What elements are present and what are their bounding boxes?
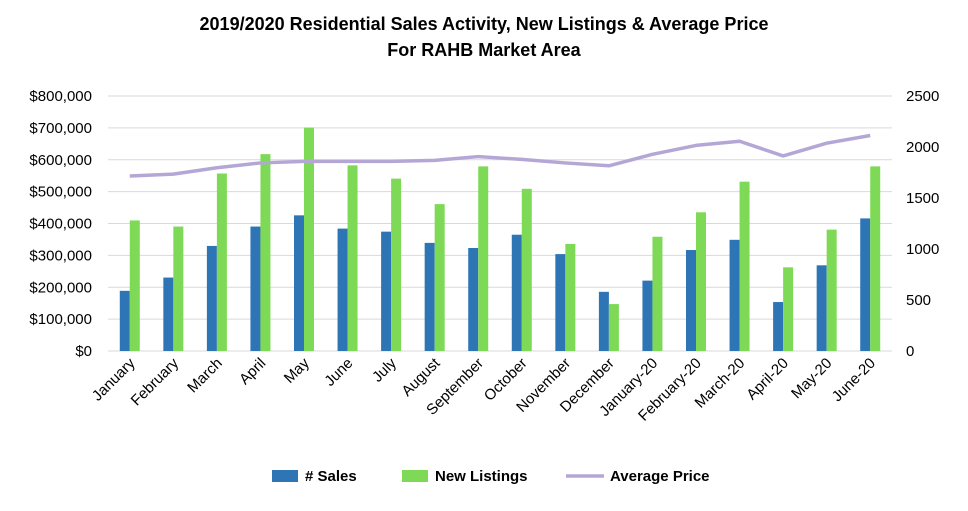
bar-sales [642, 280, 653, 351]
bar-new-listings [696, 212, 706, 351]
bar-sales [860, 218, 871, 351]
bar-sales [250, 226, 261, 351]
y-left-tick-label: $0 [75, 343, 92, 360]
bar-new-listings [608, 304, 619, 351]
legend-label: New Listings [435, 468, 528, 485]
line-average-price [129, 133, 871, 178]
x-category-label: February [128, 354, 183, 409]
y-right-tick-label: 1000 [906, 241, 939, 258]
y-right-tick-label: 500 [906, 292, 931, 309]
legend-swatch [272, 470, 298, 482]
y-left-tick-label: $100,000 [29, 311, 92, 328]
x-category-label: April [236, 355, 269, 388]
bar-new-listings [870, 166, 881, 351]
bar-new-listings [521, 188, 532, 351]
y-left-tick-label: $800,000 [29, 88, 92, 105]
x-category-label: July [369, 354, 400, 385]
bar-sales [816, 265, 827, 351]
bar-sales [206, 245, 217, 351]
bar-new-listings [304, 127, 314, 352]
legend-swatch [402, 470, 428, 482]
chart-title: 2019/2020 Residential Sales Activity, Ne… [199, 14, 769, 34]
y-left-tick-label: $600,000 [29, 152, 92, 169]
bar-sales [337, 228, 348, 351]
bar-new-listings [652, 236, 663, 351]
legend-label: # Sales [305, 468, 357, 485]
bar-new-listings [826, 229, 837, 351]
y-left-tick-label: $400,000 [29, 216, 92, 233]
x-category-label: June-20 [829, 355, 879, 405]
x-category-label: June [321, 355, 356, 390]
bar-sales [773, 302, 784, 351]
bar-new-listings [565, 243, 576, 351]
legend-label: Average Price [610, 468, 710, 485]
bar-new-listings [173, 226, 184, 351]
y-left-tick-label: $200,000 [29, 279, 92, 296]
bar-sales [163, 277, 174, 351]
bar-sales [598, 291, 609, 351]
bar-new-listings [129, 220, 140, 351]
bar-new-listings [783, 267, 794, 351]
bar-new-listings [216, 173, 227, 351]
bar-sales [381, 231, 392, 351]
x-category-label: March [184, 355, 225, 396]
bar-sales [119, 290, 130, 351]
bar-sales [294, 215, 304, 351]
bar-new-listings [739, 181, 750, 351]
x-category-label: May-20 [788, 355, 835, 402]
y-right-tick-label: 2000 [906, 139, 939, 156]
y-left-tick-label: $700,000 [29, 120, 92, 137]
bar-sales [468, 247, 479, 351]
bar-sales [729, 239, 740, 351]
bar-new-listings [434, 204, 445, 351]
bar-sales [511, 234, 522, 351]
bar-sales [555, 254, 566, 351]
bar-new-listings [391, 178, 402, 351]
bar-sales [424, 242, 435, 351]
y-left-tick-label: $300,000 [29, 247, 92, 264]
x-category-label: May [281, 354, 313, 386]
x-category-label: April-20 [743, 355, 792, 404]
y-right-tick-label: 0 [906, 343, 914, 360]
bar-sales [686, 250, 696, 351]
chart-subtitle: For RAHB Market Area [387, 40, 581, 60]
y-right-tick-label: 2500 [906, 88, 939, 105]
y-left-tick-label: $500,000 [29, 184, 92, 201]
bar-new-listings [347, 165, 358, 351]
bar-new-listings [478, 166, 489, 351]
y-right-tick-label: 1500 [906, 190, 939, 207]
bar-new-listings [260, 154, 271, 351]
